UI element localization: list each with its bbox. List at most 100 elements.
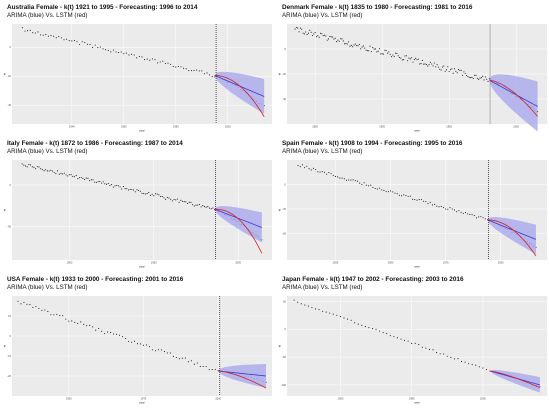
data-point <box>303 33 305 35</box>
data-point <box>415 57 417 59</box>
data-point <box>127 189 130 191</box>
data-point <box>307 32 309 34</box>
data-point <box>23 164 25 166</box>
data-point <box>475 74 477 76</box>
data-point <box>203 206 206 208</box>
data-point <box>50 169 52 171</box>
data-point <box>447 66 449 68</box>
data-point <box>479 77 481 79</box>
data-point <box>462 212 464 214</box>
data-point <box>474 74 476 76</box>
data-point <box>444 70 446 72</box>
data-point <box>310 31 312 33</box>
data-point <box>471 76 473 78</box>
data-point <box>425 63 427 66</box>
data-point <box>42 34 44 36</box>
x-tick-label: 1940 <box>69 124 75 128</box>
data-point <box>342 40 344 42</box>
data-point <box>309 29 311 31</box>
data-point <box>413 59 415 61</box>
data-point <box>373 48 375 50</box>
data-point <box>89 180 91 182</box>
data-point <box>193 69 195 72</box>
data-point <box>38 308 40 310</box>
data-point <box>318 308 320 311</box>
data-point <box>112 49 114 51</box>
data-point <box>354 322 356 324</box>
data-point <box>146 58 148 60</box>
data-point <box>193 205 195 207</box>
data-point <box>92 179 94 181</box>
data-point <box>24 30 26 32</box>
y-tick-label: 10 <box>8 314 11 318</box>
data-point <box>40 168 42 170</box>
data-point <box>41 169 43 171</box>
x-tick-label: 2000 <box>480 396 486 400</box>
data-point <box>396 193 398 195</box>
data-point <box>55 37 57 39</box>
data-point <box>438 206 440 208</box>
data-point <box>360 48 362 50</box>
data-point <box>29 304 31 306</box>
data-point <box>136 343 139 345</box>
data-point <box>480 77 482 79</box>
data-point <box>198 70 200 72</box>
data-point <box>107 182 109 185</box>
data-point <box>105 183 108 185</box>
x-tick-label: 1850 <box>312 124 318 128</box>
data-point <box>398 194 400 196</box>
data-point <box>377 50 379 52</box>
data-point <box>31 166 33 168</box>
data-point <box>157 62 159 64</box>
data-point <box>338 40 340 42</box>
data-point <box>393 56 395 58</box>
data-point <box>145 344 148 346</box>
data-point <box>307 305 309 307</box>
data-point <box>421 59 423 62</box>
y-tick-label: 0 <box>10 334 12 338</box>
data-point <box>58 173 60 175</box>
data-point <box>63 172 65 174</box>
data-point <box>104 333 106 335</box>
data-point <box>175 199 177 201</box>
data-point <box>138 189 140 191</box>
x-tick-label: 1950 <box>66 396 72 400</box>
data-point <box>350 44 352 46</box>
lstm-forecast-line <box>214 208 263 254</box>
data-point <box>129 188 131 190</box>
data-point <box>432 349 434 351</box>
arima-confidence-band <box>489 74 538 132</box>
data-point <box>484 76 486 78</box>
data-point <box>83 323 85 325</box>
data-point <box>165 198 167 200</box>
data-point <box>196 69 198 71</box>
data-point <box>45 169 47 171</box>
data-point <box>99 46 101 48</box>
data-point <box>365 49 367 51</box>
data-point <box>116 184 118 187</box>
data-point <box>176 198 179 200</box>
data-point <box>314 31 316 33</box>
data-point <box>125 52 127 54</box>
data-point <box>181 357 183 359</box>
data-point <box>429 61 431 63</box>
data-point <box>199 365 201 368</box>
data-point <box>393 336 395 338</box>
data-point <box>70 174 72 176</box>
data-point <box>323 171 326 173</box>
y-axis-label: kt <box>3 73 7 75</box>
data-point <box>124 188 126 190</box>
data-point <box>144 59 146 61</box>
data-point <box>139 190 141 192</box>
data-point <box>310 169 312 171</box>
data-point <box>68 320 70 322</box>
data-point <box>151 58 153 60</box>
data-point <box>50 314 52 316</box>
data-point <box>376 188 378 190</box>
chart-title: Spain Female - k(t) 1908 to 1994 - Forec… <box>282 140 463 147</box>
data-point <box>210 208 212 210</box>
data-point <box>158 194 160 196</box>
data-point <box>170 63 172 65</box>
data-point <box>471 363 473 366</box>
